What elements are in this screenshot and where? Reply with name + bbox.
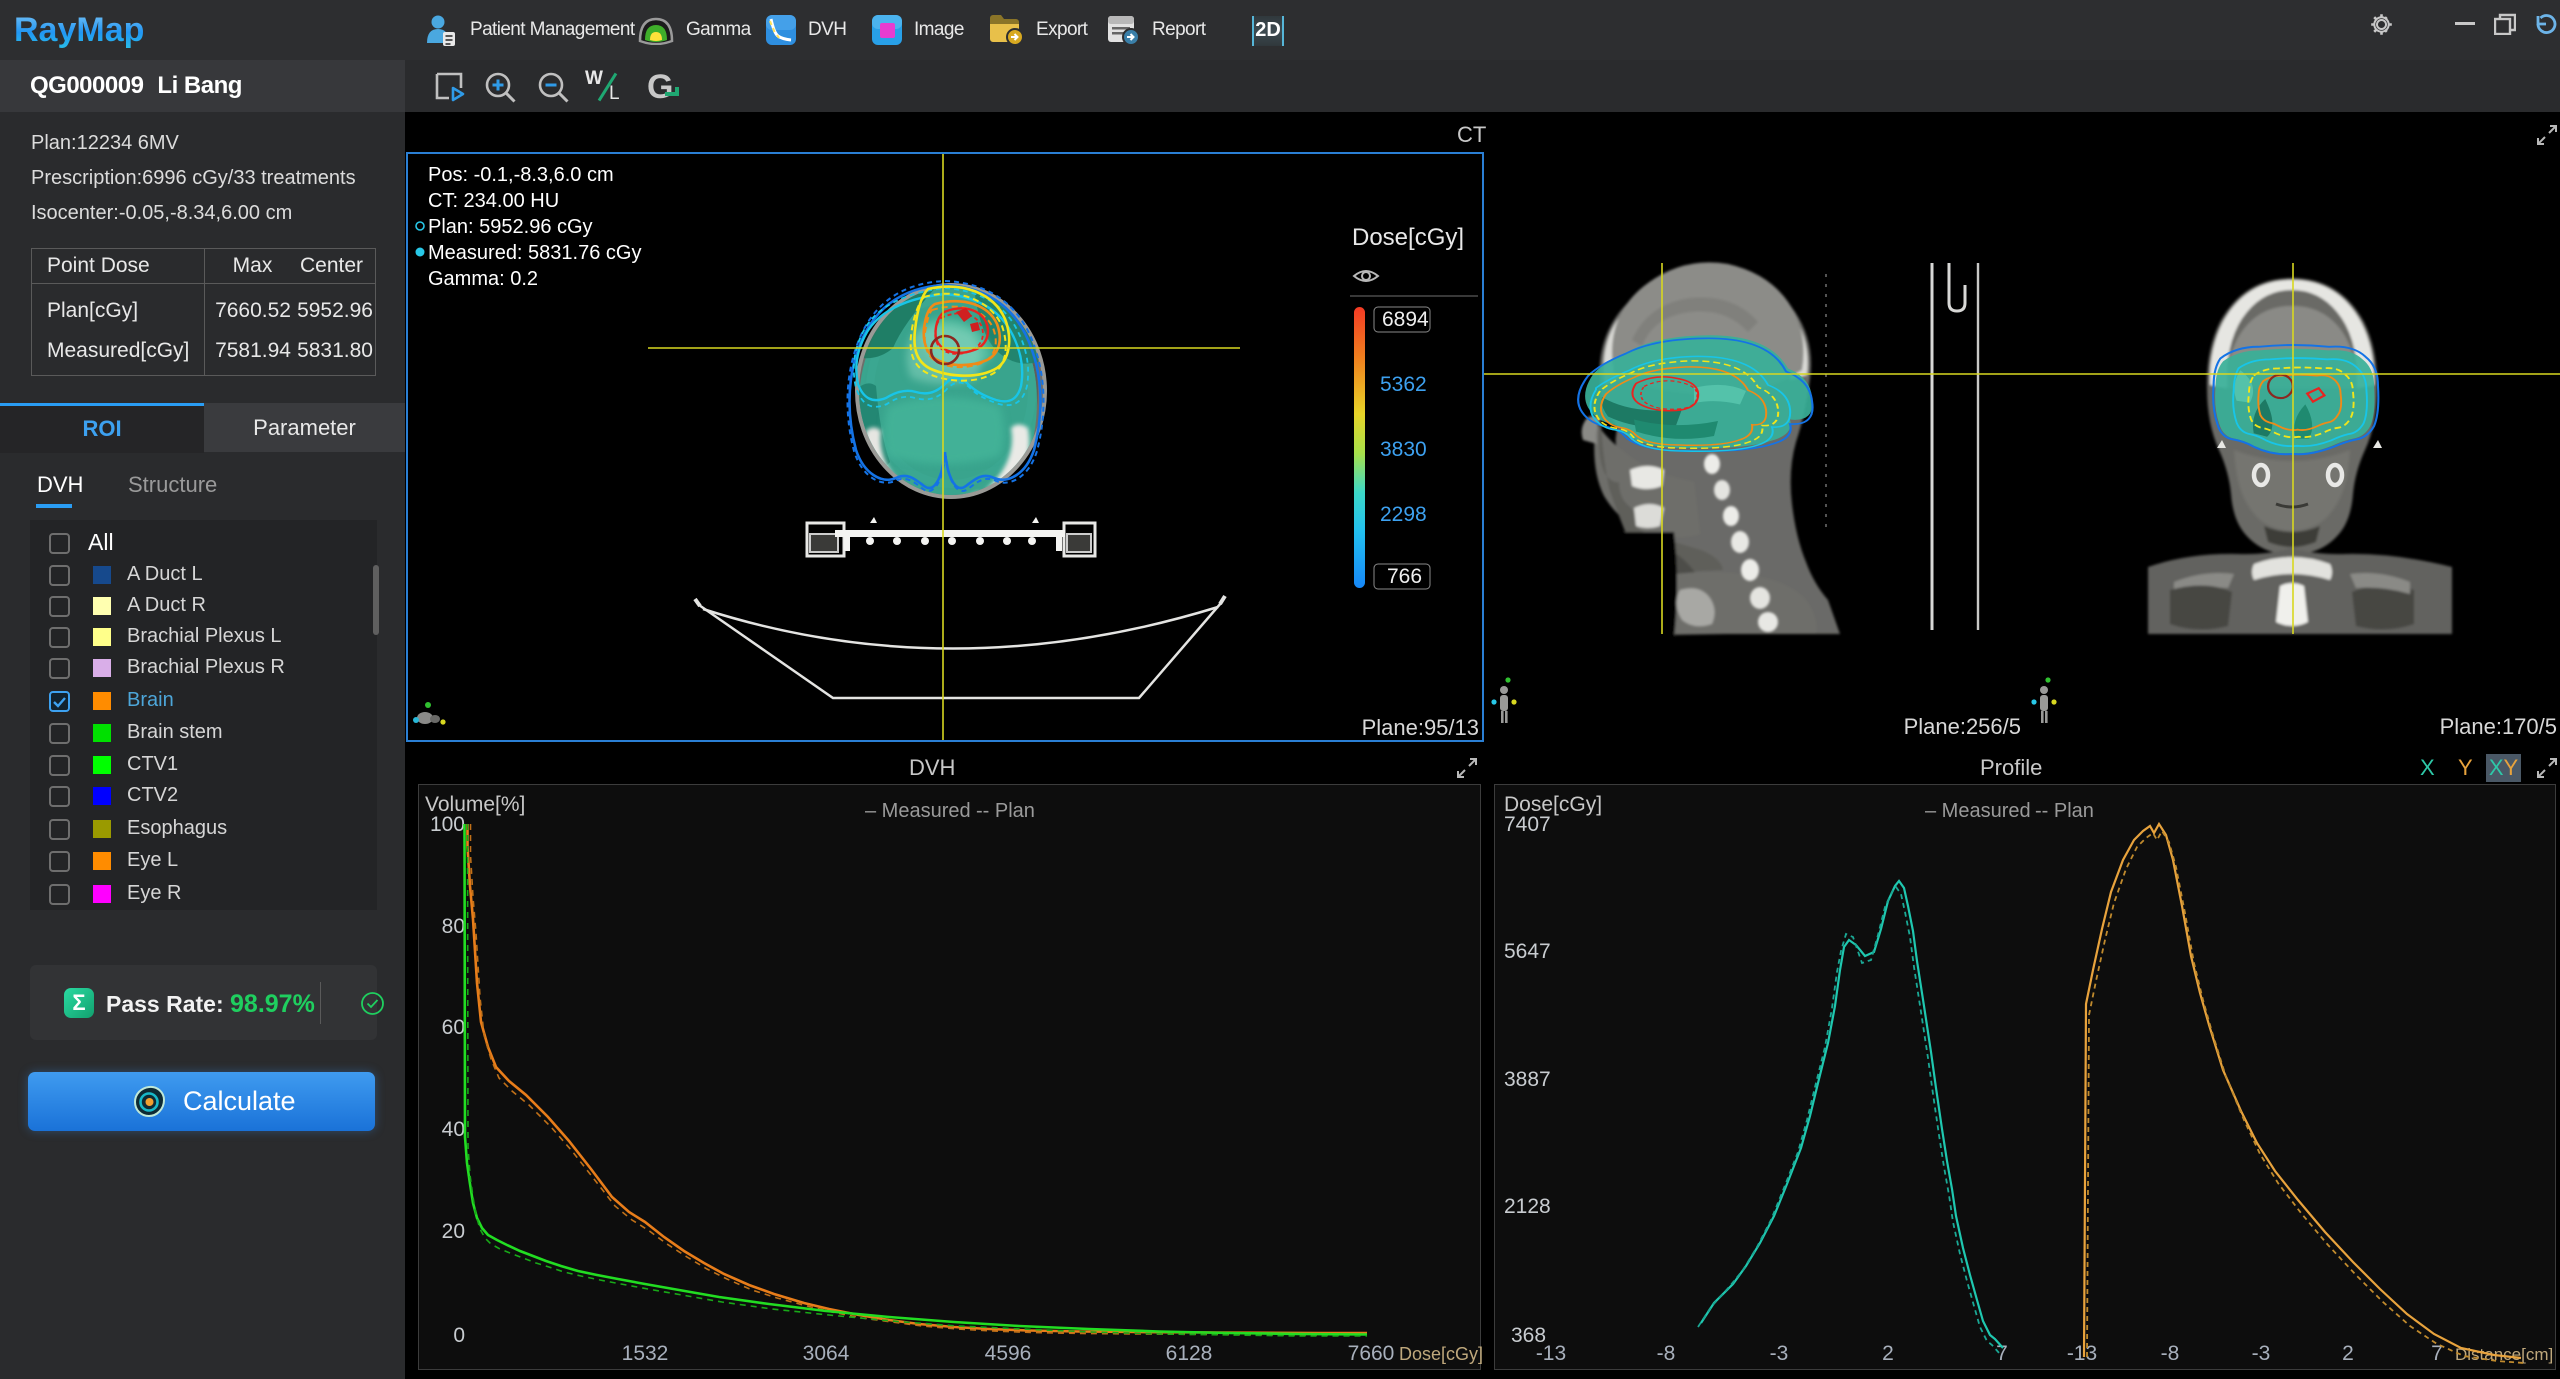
svg-text:Plane:170/5: Plane:170/5 <box>2440 714 2557 739</box>
svg-text:368: 368 <box>1511 1324 1546 1347</box>
svg-text:20: 20 <box>442 1220 465 1243</box>
svg-text:5362: 5362 <box>1380 373 1427 396</box>
svg-text:7: 7 <box>1996 1342 2008 1365</box>
svg-text:Volume[%]: Volume[%] <box>425 793 525 816</box>
svg-text:-13: -13 <box>1536 1342 1566 1365</box>
svg-text:2298: 2298 <box>1380 503 1427 526</box>
svg-text:Plane:256/5: Plane:256/5 <box>1904 714 2021 739</box>
svg-text:7660: 7660 <box>1348 1342 1395 1365</box>
svg-text:Distance[cm]: Distance[cm] <box>2455 1345 2553 1364</box>
svg-text:6128: 6128 <box>1166 1342 1213 1365</box>
svg-text:-- Plan: -- Plan <box>2035 800 2094 822</box>
svg-text:7: 7 <box>2431 1342 2443 1365</box>
svg-text:-13: -13 <box>2067 1342 2097 1365</box>
svg-text:5647: 5647 <box>1504 940 1551 963</box>
svg-text:3830: 3830 <box>1380 438 1427 461</box>
svg-text:60: 60 <box>442 1016 465 1039</box>
svg-text:Dose[cGy]: Dose[cGy] <box>1399 1344 1482 1364</box>
svg-text:100: 100 <box>430 813 465 836</box>
svg-text:Dose[cGy]: Dose[cGy] <box>1352 224 1464 251</box>
svg-text:Dose[cGy]: Dose[cGy] <box>1504 793 1602 816</box>
svg-text:-8: -8 <box>1657 1342 1676 1365</box>
svg-text:6894: 6894 <box>1382 308 1429 331</box>
svg-text:2: 2 <box>2342 1342 2354 1365</box>
svg-text:0: 0 <box>453 1324 465 1347</box>
svg-text:– Measured: – Measured <box>865 800 971 822</box>
svg-text:-3: -3 <box>2252 1342 2271 1365</box>
svg-text:3064: 3064 <box>803 1342 850 1365</box>
svg-text:-- Plan: -- Plan <box>976 800 1035 822</box>
svg-text:7407: 7407 <box>1504 813 1551 836</box>
svg-text:3887: 3887 <box>1504 1068 1551 1091</box>
svg-text:– Measured: – Measured <box>1925 800 2031 822</box>
svg-text:4596: 4596 <box>985 1342 1032 1365</box>
svg-text:-8: -8 <box>2161 1342 2180 1365</box>
svg-text:766: 766 <box>1387 565 1422 588</box>
svg-text:Plane:95/13: Plane:95/13 <box>1362 715 1479 740</box>
svg-text:80: 80 <box>442 915 465 938</box>
svg-text:1532: 1532 <box>622 1342 669 1365</box>
svg-text:40: 40 <box>442 1118 465 1141</box>
svg-text:2: 2 <box>1882 1342 1894 1365</box>
svg-text:-3: -3 <box>1770 1342 1789 1365</box>
svg-text:2128: 2128 <box>1504 1195 1551 1218</box>
